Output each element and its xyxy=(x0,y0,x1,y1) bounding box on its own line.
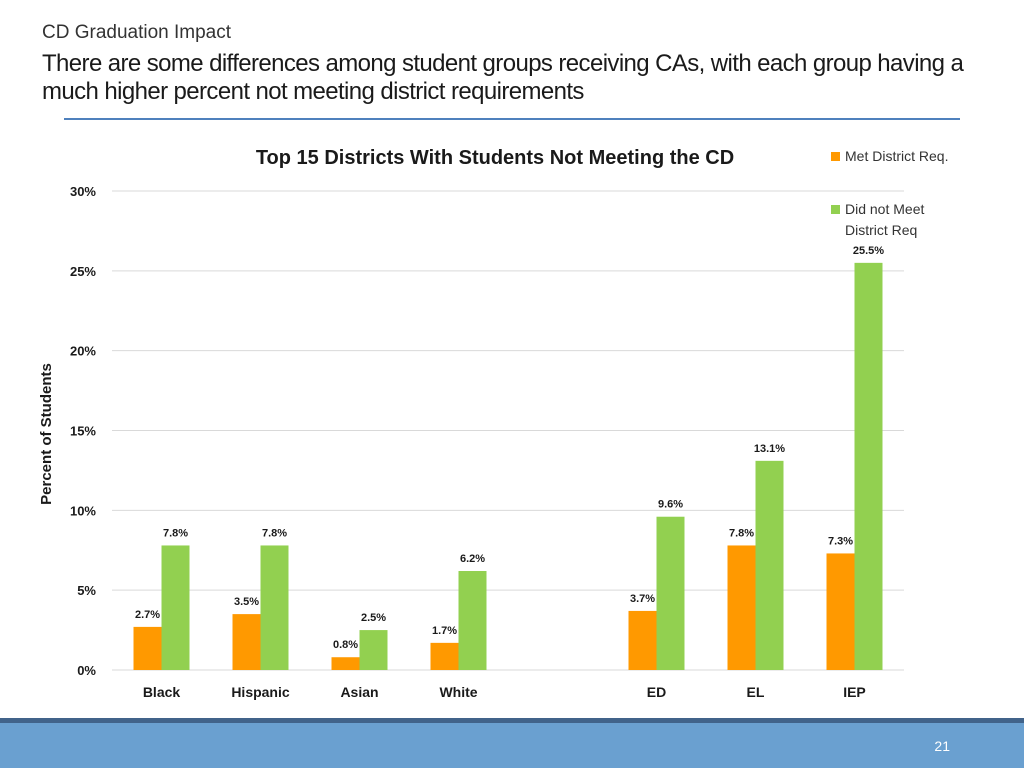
data-label: 2.7% xyxy=(135,609,160,621)
title-divider xyxy=(64,118,960,120)
x-category-label: Asian xyxy=(340,684,378,700)
bar-met xyxy=(232,614,261,670)
y-tick-label: 10% xyxy=(70,503,96,518)
data-label: 25.5% xyxy=(853,245,884,257)
bar-met xyxy=(628,610,657,670)
data-label: 3.7% xyxy=(630,593,655,605)
bar-not-met xyxy=(854,262,883,670)
bar-not-met xyxy=(656,516,685,670)
x-category-label: Black xyxy=(143,684,181,700)
x-category-label: IEP xyxy=(843,684,866,700)
footer-line xyxy=(0,718,1024,723)
slide-label: CD Graduation Impact xyxy=(42,22,232,43)
bar-not-met xyxy=(755,460,784,670)
bar-met xyxy=(727,545,756,670)
legend-label-not-met: Did not Meet District Req xyxy=(845,201,925,238)
bar-not-met xyxy=(359,630,388,670)
data-label: 13.1% xyxy=(754,443,785,455)
bar-chart: 2.7% 7.8% 3.5% 7.8% 0.8% 2.5% 1.7% 6.2% 3.7% 9.6%… xyxy=(38,147,904,700)
y-tick-label: 0% xyxy=(77,663,96,678)
data-label: 2.5% xyxy=(361,612,386,624)
y-tick-label: 20% xyxy=(70,344,96,359)
legend-swatch-not-met xyxy=(831,205,840,214)
x-category-label: EL xyxy=(747,684,765,700)
y-tick-label: 5% xyxy=(77,583,96,598)
legend-swatch-met xyxy=(831,152,840,161)
legend-label-met: Met District Req. xyxy=(845,148,949,164)
bar-met xyxy=(430,642,459,670)
y-tick-label: 15% xyxy=(70,424,96,439)
bar-not-met xyxy=(260,545,289,670)
x-category-label: ED xyxy=(647,684,666,700)
bar-met xyxy=(331,657,360,670)
data-label: 7.3% xyxy=(828,535,853,547)
data-label: 7.8% xyxy=(262,527,287,539)
y-axis-label: Percent of Students xyxy=(38,363,55,505)
data-label: 3.5% xyxy=(234,596,259,608)
data-label: 6.2% xyxy=(460,553,485,565)
data-label: 0.8% xyxy=(333,639,358,651)
footer-band: 21 xyxy=(0,718,1024,768)
bar-not-met xyxy=(161,545,190,670)
data-label: 7.8% xyxy=(163,527,188,539)
data-label: 1.7% xyxy=(432,625,457,637)
bar-not-met xyxy=(458,571,487,670)
y-tick-label: 25% xyxy=(70,264,96,279)
data-label: 7.8% xyxy=(729,527,754,539)
x-category-label: Hispanic xyxy=(231,684,290,700)
bar-met xyxy=(826,553,855,670)
x-category-label: White xyxy=(439,684,477,700)
y-tick-label: 30% xyxy=(70,184,96,199)
data-label: 9.6% xyxy=(658,499,683,511)
page-number: 21 xyxy=(934,738,950,754)
slide-title: There are some differences among student… xyxy=(42,50,964,105)
bar-met xyxy=(133,626,162,670)
chart-title: Top 15 Districts With Students Not Meeti… xyxy=(256,147,734,169)
